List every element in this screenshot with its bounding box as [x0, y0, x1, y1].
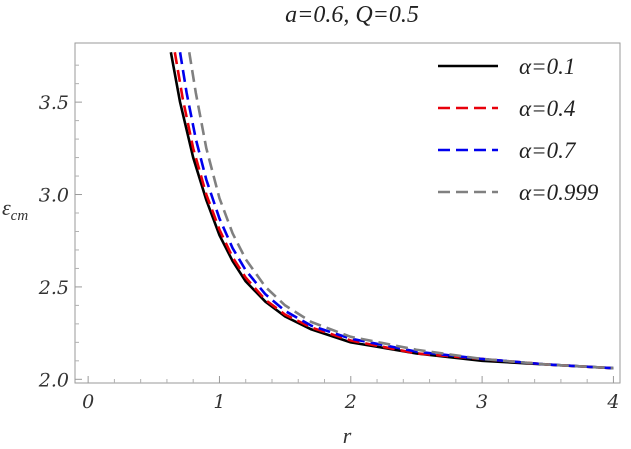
- x-tick-label-3: 3: [476, 391, 488, 413]
- y-axis-label-sub: cm: [11, 208, 29, 224]
- x-tick-label-2: 2: [344, 391, 357, 413]
- y-tick-label-2-5: 2.5: [38, 277, 69, 299]
- y-tick-label-3-0: 3.0: [39, 185, 69, 207]
- legend-label--0-1: α=0.1: [519, 54, 575, 79]
- legend-label--0-7: α=0.7: [519, 138, 577, 163]
- chart-title: a=0.6, Q=0.5: [285, 2, 419, 28]
- x-tick-label-4: 4: [606, 391, 619, 413]
- x-tick-label-1: 1: [213, 391, 225, 413]
- plot-frame: [74, 42, 621, 384]
- series-line--0-999: [187, 52, 614, 370]
- y-tick-label-3-5: 3.5: [39, 92, 69, 114]
- ticks-layer: 0 1 2 3 4 2.0 2.5 3.0 3.5: [38, 64, 619, 413]
- legend-label--0-999: α=0.999: [519, 180, 599, 205]
- legend-label--0-4: α=0.4: [519, 96, 575, 121]
- x-axis-label: r: [343, 423, 352, 448]
- y-axis-label-main: ε: [2, 195, 11, 220]
- y-tick-label-2-0: 2.0: [38, 369, 69, 391]
- x-tick-label-0: 0: [82, 391, 94, 413]
- series-layer: [169, 52, 614, 370]
- y-axis-label: εcm: [2, 195, 28, 224]
- legend: α=0.1 α=0.4 α=0.7 α=0.999: [438, 54, 599, 205]
